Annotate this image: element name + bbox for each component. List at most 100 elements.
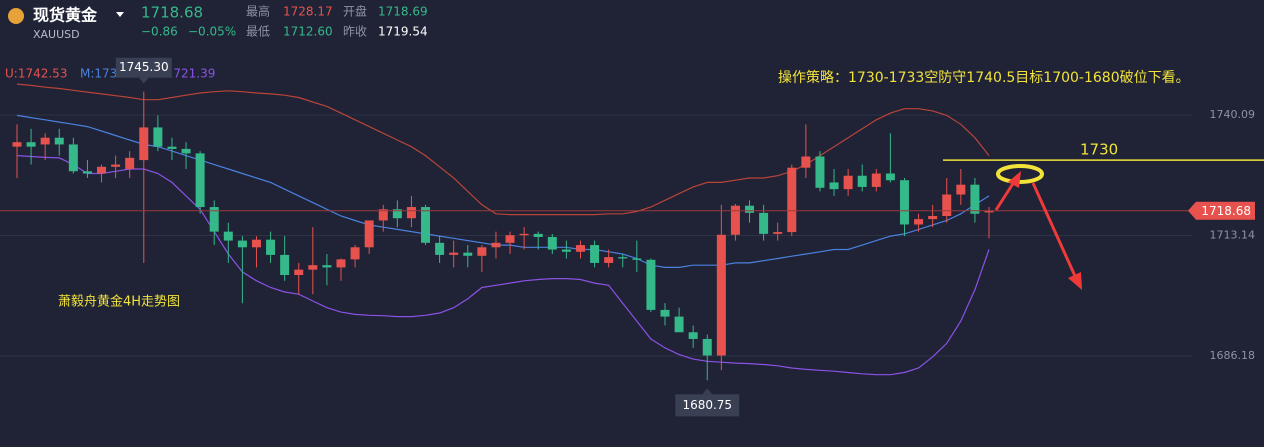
- candle-body: [308, 265, 318, 270]
- symbol-icon: [8, 8, 24, 24]
- candle-body: [40, 137, 50, 145]
- candle-body: [590, 245, 600, 263]
- candle-body: [251, 239, 261, 248]
- high-marker-pointer: [138, 77, 149, 84]
- candle-body: [745, 205, 755, 213]
- strategy-note: 操作策略：1730-1733空防守1740.5目标1700-1680破位下看。: [778, 69, 1190, 86]
- y-tick-label: 1713.14: [1210, 228, 1256, 241]
- candle-body: [491, 242, 501, 248]
- candle-body: [646, 259, 656, 310]
- last-price-label: 1718.68: [1201, 204, 1251, 218]
- band-line: [16, 83, 990, 216]
- candle-body: [787, 167, 797, 233]
- candle-body: [801, 156, 811, 168]
- high-marker-box: [115, 57, 172, 78]
- high: 1728.17: [283, 5, 333, 19]
- low-marker-box: [675, 394, 740, 417]
- arrows: [994, 171, 1082, 290]
- candle-body: [406, 207, 416, 219]
- low-label: 最低: [246, 25, 270, 39]
- candle-body: [322, 265, 332, 268]
- candle-body: [702, 338, 712, 356]
- band-line: [16, 114, 990, 268]
- candle-body: [928, 215, 938, 220]
- candle-body: [97, 166, 107, 174]
- candle-body: [12, 142, 22, 147]
- candle-body: [294, 269, 304, 276]
- candle-body: [350, 247, 360, 260]
- open-label: 开盘: [343, 4, 367, 19]
- change-pct: −0.05%: [188, 25, 236, 39]
- dropdown[interactable]: [116, 12, 124, 17]
- candle-body: [899, 180, 909, 225]
- candle-body: [449, 252, 459, 255]
- candle-body: [125, 157, 135, 170]
- candle-body: [688, 332, 698, 339]
- high-label: 最高: [246, 4, 270, 19]
- candle-body: [604, 257, 614, 263]
- candle-body: [575, 245, 585, 252]
- y-tick-label: 1740.09: [1210, 108, 1256, 121]
- prev-label: 昨收: [343, 25, 367, 39]
- candle-body: [914, 219, 924, 225]
- candle-body: [618, 257, 628, 259]
- candle-body: [237, 240, 247, 248]
- low-marker-label: 1680.75: [682, 398, 732, 412]
- candle-body: [660, 309, 670, 317]
- candle-body: [519, 233, 529, 236]
- candle-body: [956, 184, 966, 195]
- change: −0.86: [141, 25, 178, 39]
- candle-body: [533, 233, 543, 238]
- candle-body: [547, 237, 557, 250]
- candle-body: [984, 210, 994, 213]
- low-marker-pointer: [702, 388, 713, 395]
- candle-body: [632, 258, 642, 260]
- candle-body: [195, 153, 205, 208]
- candle-body: [829, 182, 839, 190]
- candle-body: [209, 207, 219, 232]
- candle-body: [843, 175, 853, 190]
- band-line: [16, 155, 990, 376]
- candle-body: [815, 156, 825, 188]
- candle-body: [773, 232, 783, 234]
- candle-body: [266, 239, 276, 255]
- last-price-tag: [1188, 201, 1255, 220]
- open: 1718.69: [378, 5, 428, 19]
- candle-body: [435, 242, 445, 255]
- y-tick-label: 1686.18: [1210, 349, 1256, 362]
- candle-body: [857, 175, 867, 187]
- level-label: 1730: [1080, 141, 1118, 159]
- candle-body: [26, 142, 36, 147]
- candle-body: [181, 148, 191, 154]
- candle-body: [153, 127, 163, 147]
- candle-body: [378, 209, 388, 221]
- candle-body: [54, 137, 64, 145]
- candle-body: [730, 205, 740, 235]
- candle-body: [871, 173, 881, 187]
- prev: 1719.54: [378, 25, 428, 39]
- candle-body: [111, 164, 121, 167]
- watermark: 萧毅舟黄金4H走势图: [58, 294, 180, 310]
- band-legend: U:1742.53: [5, 67, 67, 81]
- low: 1712.60: [283, 25, 333, 39]
- candle-body: [505, 235, 515, 243]
- candle-body: [463, 252, 473, 256]
- high-marker-label: 1745.30: [119, 60, 169, 74]
- candle-body: [477, 247, 487, 256]
- candle-body: [223, 231, 233, 241]
- candle-body: [942, 194, 952, 216]
- candle-body: [885, 173, 895, 181]
- candle-body: [167, 146, 177, 149]
- candle-body: [392, 209, 402, 219]
- candle-body: [139, 127, 149, 161]
- symbol-code: XAUUSD: [33, 28, 80, 41]
- candle-body: [674, 316, 684, 333]
- candle-body: [561, 249, 571, 252]
- highlight-ellipse: [996, 164, 1044, 184]
- candle-body: [82, 171, 92, 174]
- symbol-name: 现货黄金: [33, 6, 98, 25]
- candle-body: [716, 234, 726, 356]
- price: 1718.68: [141, 4, 203, 22]
- candle-body: [280, 254, 290, 276]
